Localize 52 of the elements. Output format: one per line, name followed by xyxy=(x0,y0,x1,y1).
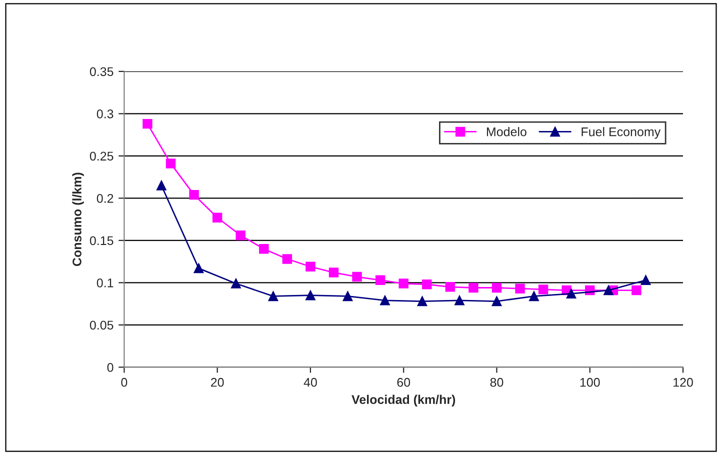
x-tick-label: 0 xyxy=(121,378,128,387)
point xyxy=(306,262,316,272)
point xyxy=(352,272,362,282)
x-axis-title: Velocidad (km/hr) xyxy=(352,394,456,406)
point xyxy=(492,282,502,293)
y-tick-label: 0.25 xyxy=(90,152,114,161)
point xyxy=(142,118,152,129)
point xyxy=(282,254,292,264)
point xyxy=(632,285,642,296)
legend-label: Fuel Economy xyxy=(582,127,661,139)
y-tick-label: 0.2 xyxy=(96,194,114,203)
x-tick-label: 120 xyxy=(674,378,693,387)
point xyxy=(445,282,456,292)
point xyxy=(640,275,651,286)
point xyxy=(306,290,316,300)
point xyxy=(166,158,176,168)
point xyxy=(328,268,339,278)
point xyxy=(538,284,548,294)
x-tick-label: 20 xyxy=(211,378,224,387)
point xyxy=(422,280,432,290)
x-tick-label: 100 xyxy=(580,378,600,387)
point xyxy=(566,288,576,299)
y-axis-title: Consumo (l/km) xyxy=(72,172,84,266)
y-tick-label: 0.3 xyxy=(96,109,114,118)
point xyxy=(515,284,525,294)
y-tick-label: 0.35 xyxy=(90,67,114,76)
y-tick-label: 0.1 xyxy=(96,278,114,288)
point xyxy=(468,282,478,293)
point xyxy=(156,180,166,190)
point xyxy=(454,296,464,306)
y-tick-label: 0.05 xyxy=(90,320,114,330)
point xyxy=(417,296,428,306)
point xyxy=(236,230,246,240)
x-tick-label: 80 xyxy=(490,378,504,387)
point xyxy=(492,296,502,306)
point xyxy=(189,190,199,200)
x-tick-label: 60 xyxy=(397,378,410,387)
point xyxy=(268,291,278,302)
point xyxy=(231,278,241,288)
y-tick-label: 0.15 xyxy=(90,236,114,246)
legend-label: Modelo xyxy=(486,127,526,136)
y-tick-label: 0 xyxy=(107,362,114,372)
point xyxy=(259,244,269,254)
x-tick-label: 40 xyxy=(304,378,317,387)
point xyxy=(194,263,204,274)
point xyxy=(604,285,614,296)
point xyxy=(380,296,390,306)
point xyxy=(398,278,408,288)
point xyxy=(529,291,539,302)
point xyxy=(375,275,386,286)
point xyxy=(212,212,222,222)
point xyxy=(342,291,353,302)
